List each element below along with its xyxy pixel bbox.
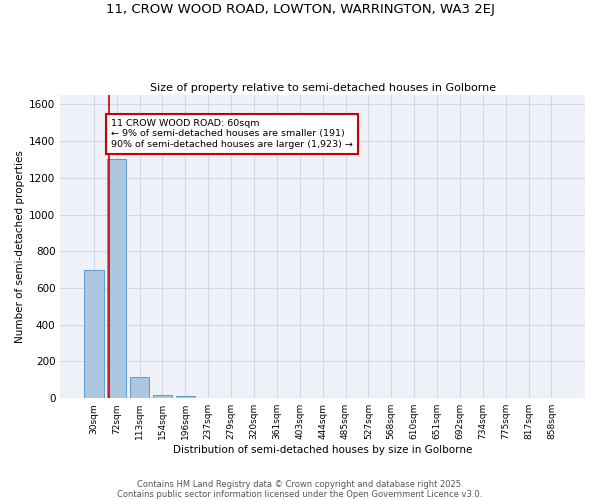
Title: Size of property relative to semi-detached houses in Golborne: Size of property relative to semi-detach… [149,83,496,93]
Text: 11 CROW WOOD ROAD: 60sqm
← 9% of semi-detached houses are smaller (191)
90% of s: 11 CROW WOOD ROAD: 60sqm ← 9% of semi-de… [111,119,353,149]
Text: Contains HM Land Registry data © Crown copyright and database right 2025.
Contai: Contains HM Land Registry data © Crown c… [118,480,482,499]
Y-axis label: Number of semi-detached properties: Number of semi-detached properties [15,150,25,343]
Text: 11, CROW WOOD ROAD, LOWTON, WARRINGTON, WA3 2EJ: 11, CROW WOOD ROAD, LOWTON, WARRINGTON, … [106,2,494,16]
X-axis label: Distribution of semi-detached houses by size in Golborne: Distribution of semi-detached houses by … [173,445,472,455]
Bar [153,396,172,398]
Bar [84,270,104,398]
Bar [176,396,195,398]
Bar [130,378,149,398]
Bar [107,160,127,398]
